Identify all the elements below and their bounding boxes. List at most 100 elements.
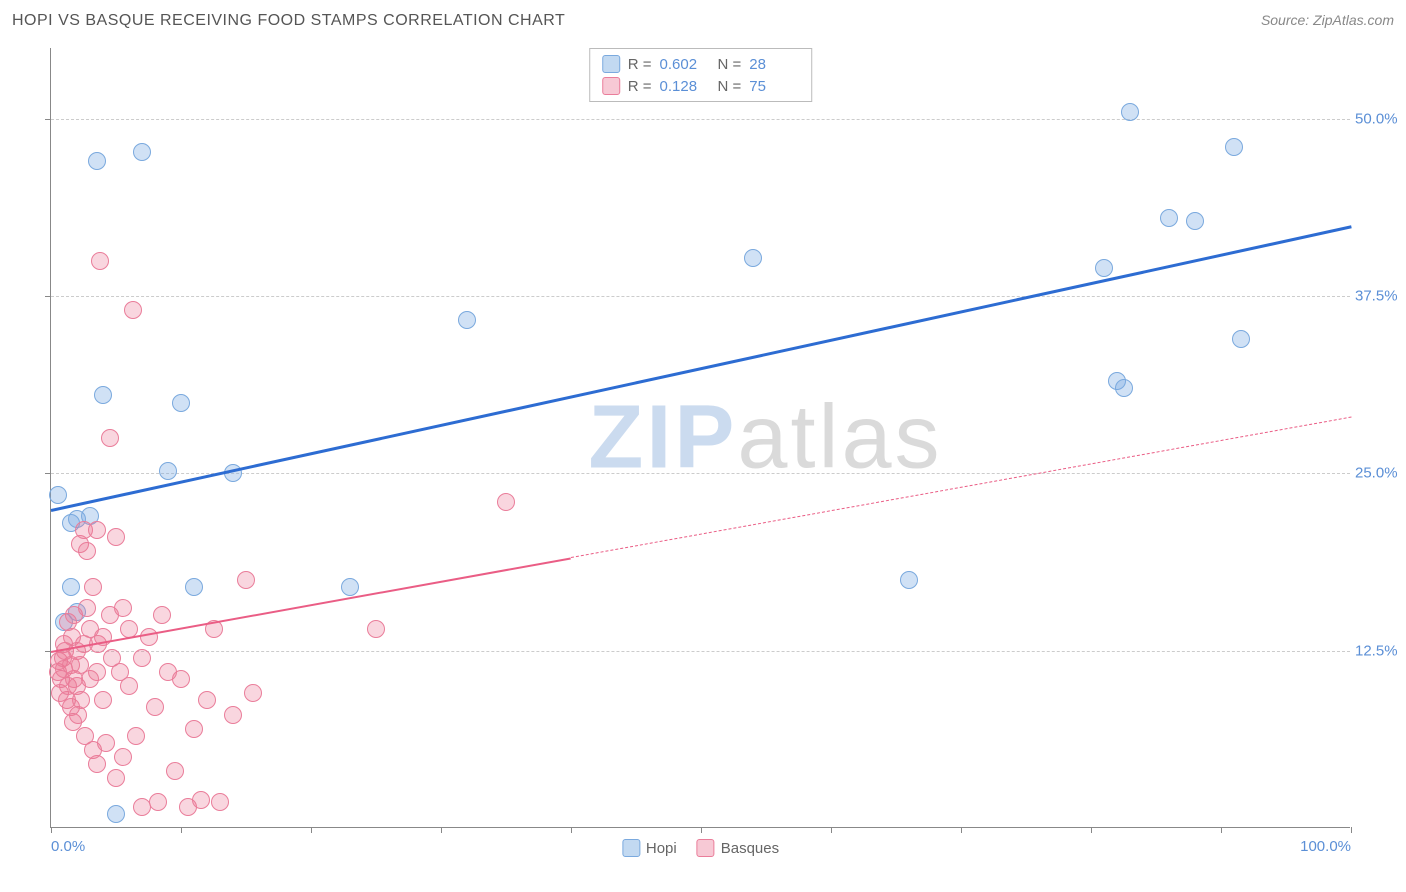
n-value-hopi: 28 bbox=[749, 56, 799, 73]
scatter-point bbox=[107, 528, 125, 546]
n-label: N = bbox=[718, 56, 742, 73]
scatter-point bbox=[88, 521, 106, 539]
scatter-point bbox=[97, 734, 115, 752]
trend-line bbox=[571, 417, 1351, 558]
scatter-point bbox=[224, 706, 242, 724]
x-tick-label: 100.0% bbox=[1300, 838, 1351, 855]
scatter-point bbox=[78, 599, 96, 617]
legend-label-basques: Basques bbox=[721, 840, 779, 857]
swatch-basques bbox=[602, 77, 620, 95]
scatter-point bbox=[1232, 330, 1250, 348]
scatter-point bbox=[84, 578, 102, 596]
scatter-point bbox=[120, 677, 138, 695]
scatter-point bbox=[49, 486, 67, 504]
scatter-point bbox=[341, 578, 359, 596]
y-tick-label: 50.0% bbox=[1355, 110, 1406, 127]
source-attribution: Source: ZipAtlas.com bbox=[1261, 12, 1394, 28]
y-tick-label: 37.5% bbox=[1355, 288, 1406, 305]
scatter-point bbox=[1160, 209, 1178, 227]
legend-swatch-hopi bbox=[622, 839, 640, 857]
scatter-point bbox=[78, 542, 96, 560]
scatter-point bbox=[124, 301, 142, 319]
y-tick-label: 12.5% bbox=[1355, 642, 1406, 659]
scatter-point bbox=[133, 649, 151, 667]
scatter-point bbox=[114, 748, 132, 766]
watermark-zip: ZIP bbox=[588, 387, 737, 487]
scatter-point bbox=[94, 386, 112, 404]
legend-item-basques: Basques bbox=[697, 839, 779, 857]
y-tick-mark bbox=[45, 119, 51, 120]
scatter-point bbox=[192, 791, 210, 809]
x-tick-mark bbox=[831, 827, 832, 833]
scatter-point bbox=[185, 720, 203, 738]
scatter-point bbox=[72, 691, 90, 709]
scatter-point bbox=[94, 691, 112, 709]
scatter-point bbox=[149, 793, 167, 811]
scatter-point bbox=[211, 793, 229, 811]
x-tick-label: 0.0% bbox=[51, 838, 85, 855]
r-label: R = bbox=[628, 56, 652, 73]
scatter-point bbox=[172, 670, 190, 688]
y-tick-label: 25.0% bbox=[1355, 465, 1406, 482]
scatter-point bbox=[744, 249, 762, 267]
scatter-point bbox=[88, 755, 106, 773]
correlation-info-box: R = 0.602 N = 28 R = 0.128 N = 75 bbox=[589, 48, 813, 102]
trend-line bbox=[51, 225, 1352, 512]
x-tick-mark bbox=[441, 827, 442, 833]
scatter-point bbox=[198, 691, 216, 709]
legend-item-hopi: Hopi bbox=[622, 839, 677, 857]
scatter-point bbox=[91, 252, 109, 270]
legend-label-hopi: Hopi bbox=[646, 840, 677, 857]
legend-swatch-basques bbox=[697, 839, 715, 857]
x-tick-mark bbox=[311, 827, 312, 833]
x-tick-mark bbox=[1091, 827, 1092, 833]
x-tick-mark bbox=[961, 827, 962, 833]
scatter-point bbox=[133, 143, 151, 161]
scatter-point bbox=[497, 493, 515, 511]
scatter-point bbox=[237, 571, 255, 589]
y-tick-mark bbox=[45, 473, 51, 474]
x-tick-mark bbox=[571, 827, 572, 833]
legend: Hopi Basques bbox=[622, 839, 779, 857]
x-tick-mark bbox=[1221, 827, 1222, 833]
chart-header: HOPI VS BASQUE RECEIVING FOOD STAMPS COR… bbox=[12, 12, 1394, 30]
scatter-point bbox=[458, 311, 476, 329]
scatter-point bbox=[114, 599, 132, 617]
chart-title: HOPI VS BASQUE RECEIVING FOOD STAMPS COR… bbox=[12, 12, 565, 30]
scatter-point bbox=[146, 698, 164, 716]
gridline bbox=[51, 296, 1350, 297]
plot-area: ZIPatlas R = 0.602 N = 28 R = 0.128 N = … bbox=[50, 48, 1350, 828]
scatter-point bbox=[88, 663, 106, 681]
x-tick-mark bbox=[51, 827, 52, 833]
scatter-point bbox=[127, 727, 145, 745]
info-row-hopi: R = 0.602 N = 28 bbox=[602, 53, 800, 75]
scatter-point bbox=[244, 684, 262, 702]
x-tick-mark bbox=[1351, 827, 1352, 833]
scatter-point bbox=[62, 578, 80, 596]
gridline bbox=[51, 651, 1350, 652]
scatter-point bbox=[1225, 138, 1243, 156]
scatter-point bbox=[1115, 379, 1133, 397]
scatter-point bbox=[172, 394, 190, 412]
r-value-hopi: 0.602 bbox=[660, 56, 710, 73]
y-tick-mark bbox=[45, 296, 51, 297]
x-tick-mark bbox=[181, 827, 182, 833]
scatter-point bbox=[367, 620, 385, 638]
swatch-hopi bbox=[602, 55, 620, 73]
scatter-point bbox=[88, 152, 106, 170]
n-value-basques: 75 bbox=[749, 78, 799, 95]
r-value-basques: 0.128 bbox=[660, 78, 710, 95]
scatter-point bbox=[900, 571, 918, 589]
scatter-point bbox=[107, 769, 125, 787]
scatter-point bbox=[159, 462, 177, 480]
r-label: R = bbox=[628, 78, 652, 95]
scatter-point bbox=[166, 762, 184, 780]
gridline bbox=[51, 119, 1350, 120]
scatter-point bbox=[101, 429, 119, 447]
scatter-point bbox=[107, 805, 125, 823]
n-label: N = bbox=[718, 78, 742, 95]
x-tick-mark bbox=[701, 827, 702, 833]
scatter-point bbox=[153, 606, 171, 624]
scatter-point bbox=[1121, 103, 1139, 121]
info-row-basques: R = 0.128 N = 75 bbox=[602, 75, 800, 97]
